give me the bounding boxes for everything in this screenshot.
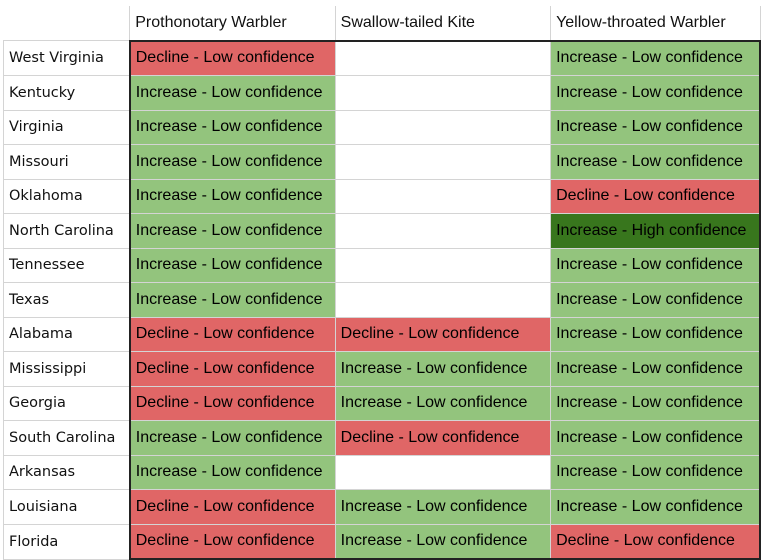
table-row: South Carolina Increase - Low confidence D… [2, 420, 762, 456]
state-label: Missouri [2, 144, 131, 180]
state-label: Virginia [2, 109, 131, 145]
trend-cell: Increase - Low confidence [550, 144, 762, 180]
table-row: Georgia Decline - Low confidence Increase … [2, 385, 762, 421]
trend-cell: Increase - Low confidence [334, 489, 552, 525]
header-row: Prothonotary Warbler Swallow-tailed Kite… [3, 6, 761, 41]
trend-cell: Decline - Low confidence [128, 523, 336, 560]
trend-cell [334, 454, 552, 490]
trend-cell [334, 213, 552, 249]
trend-cell: Increase - Low confidence [334, 523, 552, 560]
trend-cell: Increase - Low confidence [128, 109, 336, 145]
trend-cell: Increase - Low confidence [128, 144, 336, 180]
trend-table: Prothonotary Warbler Swallow-tailed Kite… [2, 6, 762, 560]
table-row: North Carolina Increase - Low confidence I… [2, 213, 762, 249]
table-row: Kentucky Increase - Low confidence Increas… [2, 75, 762, 111]
trend-cell [334, 144, 552, 180]
state-label: Arkansas [2, 454, 131, 490]
state-label: Georgia [2, 385, 131, 421]
trend-cell: Decline - Low confidence [550, 178, 762, 214]
trend-cell: Increase - Low confidence [550, 351, 762, 387]
state-label: Tennessee [2, 247, 131, 283]
column-header: Swallow-tailed Kite [334, 6, 552, 41]
table-body: West Virginia Decline - Low confidence Inc… [2, 39, 762, 560]
trend-cell: Increase - Low confidence [128, 454, 336, 490]
trend-cell: Increase - Low confidence [128, 420, 336, 456]
trend-cell: Decline - Low confidence [334, 316, 552, 352]
trend-cell: Increase - Low confidence [550, 247, 762, 283]
trend-cell [334, 282, 552, 318]
trend-cell [334, 75, 552, 111]
table-row: Mississippi Decline - Low confidence Incre… [2, 351, 762, 387]
table-row: Louisiana Decline - Low confidence Increas… [2, 489, 762, 525]
trend-cell: Decline - Low confidence [128, 385, 336, 421]
trend-cell: Increase - Low confidence [550, 489, 762, 525]
trend-cell [334, 109, 552, 145]
trend-cell: Increase - Low confidence [128, 213, 336, 249]
trend-cell: Decline - Low confidence [550, 523, 762, 560]
trend-cell: Increase - Low confidence [550, 420, 762, 456]
trend-cell [334, 178, 552, 214]
trend-cell: Increase - Low confidence [550, 454, 762, 490]
table-row: Tennessee Increase - Low confidence Increa… [2, 247, 762, 283]
trend-cell: Increase - Low confidence [550, 39, 762, 76]
trend-cell: Decline - Low confidence [334, 420, 552, 456]
table-row: West Virginia Decline - Low confidence Inc… [2, 39, 762, 76]
state-label: Florida [2, 523, 131, 560]
column-header: Yellow-throated Warbler [550, 6, 761, 41]
state-label: Louisiana [2, 489, 131, 525]
state-label: North Carolina [2, 213, 131, 249]
trend-cell: Decline - Low confidence [128, 351, 336, 387]
trend-cell: Decline - Low confidence [128, 316, 336, 352]
trend-cell: Increase - Low confidence [550, 385, 762, 421]
column-header: Prothonotary Warbler [129, 6, 336, 41]
trend-cell: Decline - Low confidence [128, 489, 336, 525]
table-row: Alabama Decline - Low confidence Decline -… [2, 316, 762, 352]
state-label: Texas [2, 282, 131, 318]
state-label: Kentucky [2, 75, 131, 111]
table-row: Florida Decline - Low confidence Increase … [2, 523, 762, 560]
trend-cell: Increase - Low confidence [550, 316, 762, 352]
trend-cell: Increase - High confidence [550, 213, 762, 249]
trend-cell: Increase - Low confidence [128, 282, 336, 318]
table-row: Virginia Increase - Low confidence Increas… [2, 109, 762, 145]
trend-cell: Increase - Low confidence [550, 282, 762, 318]
trend-cell: Increase - Low confidence [550, 75, 762, 111]
trend-cell [334, 247, 552, 283]
state-label: West Virginia [2, 40, 131, 76]
table-row: Arkansas Increase - Low confidence Increas… [2, 454, 762, 490]
trend-cell: Increase - Low confidence [334, 385, 552, 421]
table-row: Texas Increase - Low confidence Increase -… [2, 282, 762, 318]
trend-cell: Increase - Low confidence [128, 75, 336, 111]
state-label: South Carolina [2, 420, 131, 456]
state-label: Alabama [2, 316, 131, 352]
state-label: Oklahoma [2, 178, 131, 214]
corner-cell [3, 6, 131, 41]
state-label: Mississippi [2, 351, 131, 387]
trend-cell [334, 39, 552, 76]
trend-cell: Decline - Low confidence [128, 39, 336, 76]
trend-cell: Increase - Low confidence [334, 351, 552, 387]
trend-cell: Increase - Low confidence [128, 178, 336, 214]
trend-cell: Increase - Low confidence [550, 109, 762, 145]
table-row: Oklahoma Increase - Low confidence Decline… [2, 178, 762, 214]
trend-cell: Increase - Low confidence [128, 247, 336, 283]
table-row: Missouri Increase - Low confidence Increas… [2, 144, 762, 180]
